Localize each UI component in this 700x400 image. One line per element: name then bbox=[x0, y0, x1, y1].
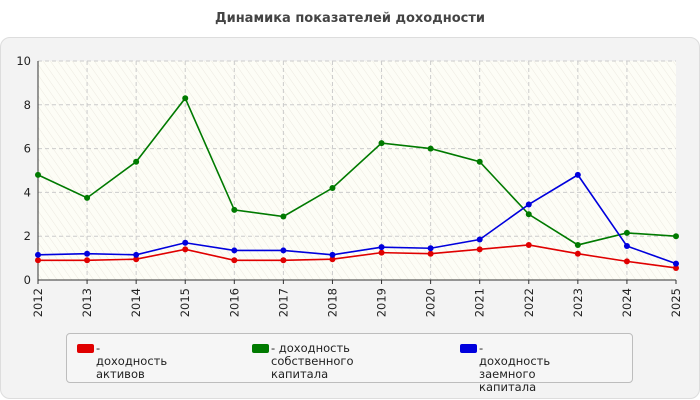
data-point bbox=[574, 171, 581, 178]
data-point bbox=[525, 211, 532, 218]
data-point bbox=[231, 247, 238, 254]
x-tick-label: 2019 bbox=[375, 288, 389, 317]
y-tick-label: 2 bbox=[24, 229, 31, 243]
data-point bbox=[673, 260, 679, 267]
y-tick-label: 6 bbox=[24, 142, 31, 156]
x-tick-label: 2012 bbox=[31, 288, 45, 317]
data-point bbox=[35, 251, 41, 258]
legend-label-line: - доходность заемного bbox=[479, 341, 551, 381]
data-point bbox=[427, 145, 434, 152]
data-point bbox=[574, 250, 581, 257]
data-point bbox=[476, 246, 483, 253]
data-point bbox=[476, 236, 483, 243]
legend-label-line: - доходность собственного bbox=[271, 341, 354, 368]
y-tick-label: 10 bbox=[16, 54, 31, 68]
data-point bbox=[525, 201, 532, 208]
y-tick-label: 0 bbox=[24, 273, 31, 287]
x-tick-label: 2021 bbox=[473, 288, 487, 317]
legend-label-debt: - доходность заемного капитала bbox=[479, 342, 550, 394]
data-point bbox=[378, 249, 385, 256]
data-point bbox=[525, 241, 532, 248]
legend-swatch-equity bbox=[252, 344, 269, 353]
x-tick-label: 2017 bbox=[276, 288, 290, 317]
x-tick-label: 2024 bbox=[620, 288, 634, 317]
data-point bbox=[84, 194, 91, 201]
data-point bbox=[35, 171, 41, 178]
data-point bbox=[427, 245, 434, 252]
chart-title: Динамика показателей доходности bbox=[215, 11, 485, 26]
data-point bbox=[378, 244, 385, 251]
legend-label-line: - доходность активов bbox=[96, 341, 168, 381]
data-point bbox=[182, 239, 189, 246]
legend-label-equity: - доходность собственного капитала bbox=[271, 342, 353, 381]
chart-legend: - доходность активов - доходность собств… bbox=[66, 333, 633, 394]
x-tick-label: 2020 bbox=[424, 288, 438, 317]
legend-label-line: капитала bbox=[271, 367, 329, 381]
legend-label-assets: - доходность активов bbox=[96, 342, 167, 381]
x-tick-label: 2016 bbox=[227, 288, 241, 317]
plot-area-hatch bbox=[38, 61, 676, 280]
data-point bbox=[673, 233, 679, 240]
data-point bbox=[133, 251, 140, 258]
data-point bbox=[378, 140, 385, 147]
data-point bbox=[84, 257, 91, 264]
data-point bbox=[133, 256, 140, 263]
series-line-0 bbox=[38, 244, 677, 269]
data-point bbox=[329, 251, 336, 258]
data-point bbox=[35, 257, 41, 264]
series-line-2 bbox=[37, 173, 677, 265]
data-point bbox=[623, 243, 630, 250]
data-point bbox=[231, 206, 238, 213]
data-point bbox=[329, 256, 336, 263]
x-tick-label: 2013 bbox=[80, 288, 94, 317]
legend-swatch-debt bbox=[460, 344, 477, 353]
data-point bbox=[623, 258, 630, 265]
data-point bbox=[280, 213, 287, 220]
legend-swatch-assets bbox=[77, 344, 94, 353]
legend-label-line: капитала bbox=[479, 380, 537, 394]
data-point bbox=[623, 229, 630, 236]
data-point bbox=[673, 264, 679, 271]
data-point bbox=[476, 158, 483, 165]
y-tick-label: 8 bbox=[24, 98, 31, 112]
x-tick-label: 2025 bbox=[669, 288, 683, 317]
data-point bbox=[182, 246, 189, 253]
x-tick-label: 2014 bbox=[129, 288, 143, 317]
data-point bbox=[133, 158, 140, 165]
x-tick-label: 2015 bbox=[178, 288, 192, 317]
data-point bbox=[280, 257, 287, 264]
x-tick-label: 2022 bbox=[522, 288, 536, 317]
data-point bbox=[84, 250, 91, 257]
y-tick-label: 4 bbox=[24, 185, 31, 199]
data-point bbox=[574, 241, 581, 248]
data-point bbox=[231, 257, 238, 264]
x-tick-label: 2018 bbox=[325, 288, 339, 317]
x-tick-label: 2023 bbox=[571, 288, 585, 317]
data-point bbox=[329, 185, 336, 192]
data-point bbox=[427, 250, 434, 257]
data-point bbox=[182, 95, 189, 102]
data-point bbox=[280, 247, 287, 254]
series-line-1 bbox=[37, 96, 677, 246]
